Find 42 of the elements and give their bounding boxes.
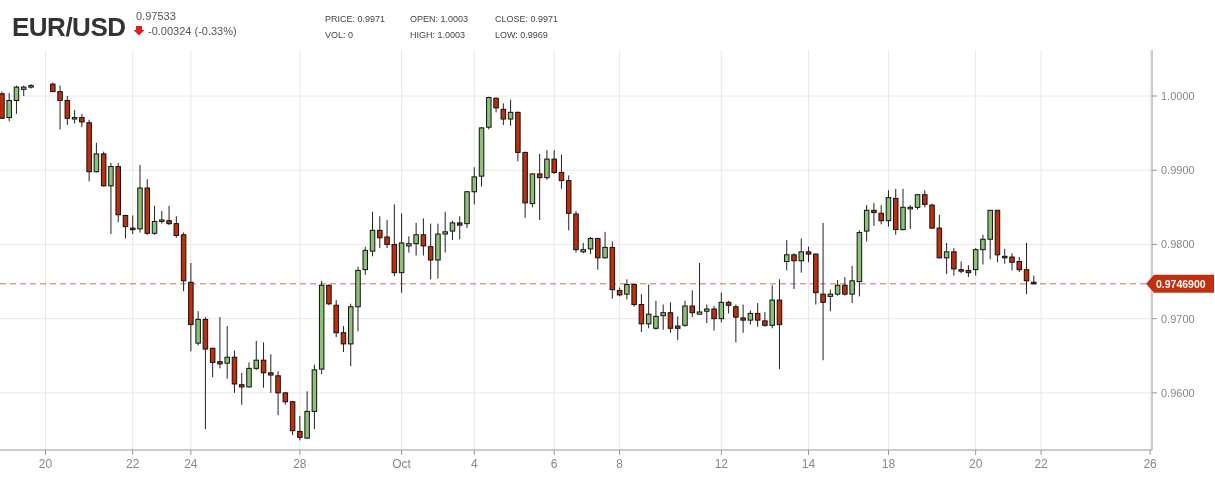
ref-line-label: 0.9746900	[1156, 277, 1206, 290]
x-tick-label: 26	[1143, 457, 1158, 471]
candlestick	[878, 204, 884, 225]
x-tick-label: 24	[184, 457, 198, 471]
candlestick	[369, 211, 376, 257]
x-tick-label: 18	[881, 457, 896, 471]
x-tick-label: 28	[293, 457, 307, 471]
x-tick-label: 8	[616, 457, 624, 471]
candlestick	[340, 325, 347, 353]
x-tick-label: 22	[1034, 457, 1049, 471]
candlestick	[151, 205, 158, 236]
text: HIGH: 1.0003	[410, 30, 466, 40]
candlestick	[660, 304, 666, 331]
candlestick	[13, 85, 20, 115]
y-tick-label: 0.9600	[1161, 386, 1195, 399]
text: VOL: 0	[325, 30, 354, 40]
candlestick	[696, 262, 703, 315]
text: PRICE: 0.9971	[325, 14, 386, 24]
text: OPEN: 1.0003	[410, 14, 469, 24]
chart-subtitle: 0.97533	[136, 10, 176, 22]
x-tick-label: 12	[714, 457, 729, 471]
x-tick-label: 22	[126, 457, 140, 471]
candlestick	[667, 301, 674, 334]
y-tick-label: 0.9700	[1161, 312, 1195, 325]
candlestick	[558, 154, 565, 190]
x-tick-label: 14	[801, 457, 816, 471]
y-tick-label: 0.9900	[1161, 164, 1195, 177]
x-tick-label: 4	[470, 457, 478, 471]
chart-title: EUR/USD	[12, 12, 126, 42]
candlestick	[449, 220, 456, 241]
x-tick-label: 20	[38, 457, 53, 471]
candlestick	[362, 246, 369, 276]
y-tick-label: 1.0000	[1161, 90, 1195, 103]
x-tick-label: 6	[550, 457, 558, 471]
text: CLOSE: 0.9971	[495, 14, 559, 24]
text: -0.00324 (-0.33%)	[148, 25, 237, 37]
x-tick-label: 20	[968, 457, 983, 471]
y-tick-label: 0.9800	[1161, 238, 1195, 251]
candlestick	[500, 102, 507, 126]
text: LOW: 0.9969	[495, 30, 548, 40]
candlestick	[885, 189, 892, 228]
x-tick-label: Oct	[392, 457, 412, 471]
